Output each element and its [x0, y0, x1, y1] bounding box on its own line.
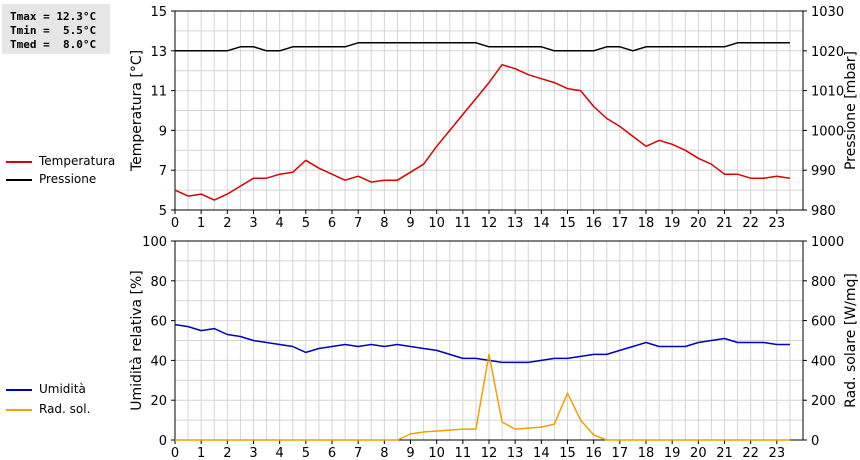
- x-tick-label: 12: [481, 446, 498, 460]
- y2-tick-label: 200: [811, 394, 836, 409]
- y2-tick-label: 1000: [811, 235, 844, 250]
- tmed-text: Tmed = 8.0°C: [10, 38, 97, 51]
- y2-tick-label: 1010: [811, 85, 844, 100]
- x-tick-label: 0: [171, 446, 179, 460]
- y2-tick-label: 990: [811, 164, 836, 179]
- y-tick-label: 60: [150, 315, 167, 330]
- y2-axis-title: Pressione [mbar]: [843, 51, 859, 170]
- x-tick-label: 7: [354, 216, 362, 231]
- series-line-rad-sol: [175, 353, 790, 441]
- x-tick-label: 14: [533, 216, 550, 231]
- x-tick-label: 12: [481, 216, 498, 231]
- y2-axis-title: Rad. solare [W/mq]: [843, 273, 859, 408]
- y-tick-label: 11: [150, 85, 167, 100]
- x-tick-label: 8: [380, 216, 388, 231]
- y-tick-label: 20: [150, 394, 167, 409]
- x-tick-label: 11: [455, 216, 472, 231]
- x-tick-label: 23: [769, 446, 786, 460]
- x-tick-label: 11: [455, 446, 472, 460]
- x-tick-label: 15: [559, 216, 576, 231]
- x-tick-label: 6: [328, 446, 336, 460]
- x-tick-label: 7: [354, 446, 362, 460]
- x-tick-label: 1: [197, 216, 205, 231]
- x-tick-label: 17: [612, 446, 629, 460]
- x-tick-label: 0: [171, 216, 179, 231]
- x-tick-label: 17: [612, 216, 629, 231]
- legend-swatch: [6, 179, 32, 181]
- x-tick-label: 9: [406, 216, 414, 231]
- x-tick-label: 13: [507, 446, 524, 460]
- tmin-text: Tmin = 5.5°C: [10, 24, 97, 37]
- series-line-temperatura: [174, 63, 791, 201]
- x-tick-label: 6: [328, 216, 336, 231]
- x-tick-label: 19: [664, 446, 681, 460]
- legend-swatch: [6, 389, 32, 391]
- y2-tick-label: 0: [811, 434, 819, 449]
- x-tick-label: 21: [716, 216, 733, 231]
- legend-label: Rad. sol.: [39, 402, 91, 416]
- x-tick-label: 10: [428, 216, 445, 231]
- x-tick-label: 20: [690, 446, 707, 460]
- y-tick-label: 40: [150, 354, 167, 369]
- series-line-umidit: [174, 323, 790, 364]
- y2-tick-label: 800: [811, 275, 836, 290]
- y2-tick-label: 1030: [811, 5, 844, 20]
- x-tick-label: 18: [638, 216, 655, 231]
- x-tick-label: 14: [533, 446, 550, 460]
- legend-label: Pressione: [39, 172, 97, 186]
- x-tick-label: 3: [249, 446, 257, 460]
- x-tick-label: 8: [380, 446, 388, 460]
- x-tick-label: 9: [406, 446, 414, 460]
- x-tick-label: 4: [276, 446, 284, 460]
- y-tick-label: 5: [159, 204, 167, 219]
- x-tick-label: 13: [507, 216, 524, 231]
- y-tick-label: 0: [159, 434, 167, 449]
- x-tick-label: 1: [197, 446, 205, 460]
- x-tick-label: 20: [690, 216, 707, 231]
- stats-box: Tmax = 12.3°C Tmin = 5.5°C Tmed = 8.0°C: [2, 4, 110, 54]
- y-axis-title: Umidità relativa [%]: [129, 270, 145, 411]
- x-tick-label: 22: [742, 216, 759, 231]
- legend-swatch: [6, 409, 32, 411]
- x-tick-label: 22: [742, 446, 759, 460]
- series-line-pressione: [175, 42, 790, 52]
- y-tick-label: 80: [150, 275, 167, 290]
- x-tick-label: 10: [428, 446, 445, 460]
- x-tick-label: 5: [302, 446, 310, 460]
- x-tick-label: 5: [302, 216, 310, 231]
- y2-tick-label: 1020: [811, 45, 844, 60]
- x-tick-label: 2: [223, 216, 231, 231]
- y-tick-label: 9: [159, 124, 167, 139]
- x-tick-label: 21: [716, 446, 733, 460]
- x-tick-label: 19: [664, 216, 681, 231]
- x-tick-label: 4: [276, 216, 284, 231]
- y-tick-label: 7: [159, 164, 167, 179]
- legend-label: Temperatura: [39, 154, 116, 168]
- x-tick-label: 2: [223, 446, 231, 460]
- x-tick-label: 3: [249, 216, 257, 231]
- y-tick-label: 13: [150, 45, 167, 60]
- y-axis-title: Temperatura [°C]: [129, 50, 145, 172]
- x-tick-label: 18: [638, 446, 655, 460]
- y2-tick-label: 980: [811, 204, 836, 219]
- y2-tick-label: 1000: [811, 124, 844, 139]
- x-tick-label: 23: [769, 216, 786, 231]
- x-tick-label: 16: [585, 446, 602, 460]
- x-tick-label: 16: [585, 216, 602, 231]
- x-tick-label: 15: [559, 446, 576, 460]
- y2-tick-label: 400: [811, 354, 836, 369]
- y2-tick-label: 600: [811, 315, 836, 330]
- legend-swatch: [6, 161, 32, 163]
- y-tick-label: 15: [150, 5, 167, 20]
- legend-label: Umidità: [39, 382, 86, 396]
- tmax-text: Tmax = 12.3°C: [10, 10, 97, 23]
- y-tick-label: 100: [142, 235, 167, 250]
